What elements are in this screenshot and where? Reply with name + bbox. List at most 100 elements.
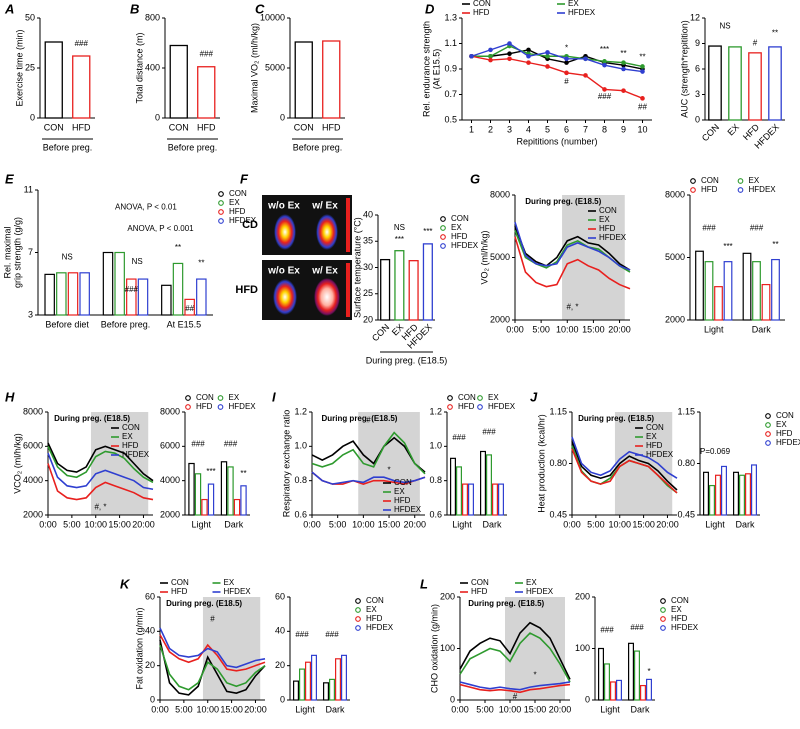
y-tick-label: 4000 bbox=[23, 475, 43, 485]
panel-letter: I bbox=[272, 389, 276, 404]
legend-label: HFD bbox=[394, 496, 411, 505]
y-tick-label: 1.15 bbox=[677, 406, 695, 416]
legend-label: EX bbox=[366, 605, 377, 614]
col-label: w/ Ex bbox=[311, 201, 338, 212]
x-tick-label: 9 bbox=[621, 124, 626, 134]
legend-label: HFD bbox=[473, 8, 490, 17]
annotation: ** bbox=[198, 259, 204, 268]
annotation: *** bbox=[600, 45, 609, 54]
y-axis-label: Rel. maximal bbox=[2, 226, 12, 278]
legend-label: CON bbox=[646, 423, 664, 432]
legend-label: HFDEX bbox=[646, 450, 674, 459]
x-tick-label: 15:00 bbox=[378, 519, 401, 529]
y-tick-label: 20 bbox=[363, 314, 373, 324]
legend-marker bbox=[440, 216, 446, 222]
bar bbox=[627, 642, 634, 701]
annotation: *** bbox=[395, 235, 404, 244]
legend-label: EX bbox=[526, 578, 537, 587]
point bbox=[640, 96, 645, 101]
y-tick-label: 5000 bbox=[490, 252, 510, 262]
legend-label: EX bbox=[122, 432, 133, 441]
y-axis-label: Rel. endurance strength bbox=[421, 21, 431, 117]
x-tick-label: Light bbox=[452, 519, 472, 529]
y-tick-label: 400 bbox=[145, 62, 160, 72]
bar bbox=[480, 450, 487, 516]
y-tick-label: 1.2 bbox=[294, 406, 307, 416]
panel-letter: A bbox=[4, 1, 14, 16]
bar bbox=[771, 258, 780, 321]
x-tick-label: HFD bbox=[322, 122, 341, 132]
legend-marker bbox=[217, 404, 224, 410]
bar bbox=[708, 45, 722, 121]
bar bbox=[732, 471, 739, 516]
bar bbox=[738, 474, 745, 516]
legend-label: HFD bbox=[229, 207, 246, 216]
legend-label: HFDEX bbox=[122, 450, 150, 459]
y-tick-label: 0.45 bbox=[677, 509, 695, 519]
y-tick-label: 40 bbox=[275, 626, 285, 636]
annotation: #, * bbox=[566, 303, 578, 312]
annotation: ### bbox=[598, 92, 612, 101]
y-tick-label: 8000 bbox=[490, 189, 510, 199]
annotation: # bbox=[366, 416, 371, 425]
x-tick-label: CON bbox=[370, 322, 391, 343]
series-line bbox=[47, 445, 154, 484]
legend-label: HFD bbox=[646, 441, 663, 450]
x-tick-label: 5:00 bbox=[587, 519, 605, 529]
legend-label: HFD bbox=[671, 614, 688, 623]
legend-label: EX bbox=[451, 223, 462, 232]
annotation: ### bbox=[191, 440, 205, 449]
series-line bbox=[514, 225, 631, 271]
legend-marker bbox=[765, 413, 771, 419]
x-tick-label: 10 bbox=[637, 124, 647, 134]
y-tick-label: 2000 bbox=[665, 314, 685, 324]
col-label: w/ Ex bbox=[311, 266, 338, 277]
legend-label: HFD bbox=[122, 441, 139, 450]
bar bbox=[704, 261, 714, 321]
x-tick-label: 5:00 bbox=[476, 704, 494, 714]
row-label: HFD bbox=[235, 284, 258, 296]
bar bbox=[394, 250, 405, 321]
y-tick-label: 0 bbox=[280, 112, 285, 122]
thermal-image: CD HFD w/o Ex w/ Ex w/o Ex w/ Ex bbox=[235, 195, 352, 320]
y-axis-label: Maximal VO₂ (ml/h/kg) bbox=[249, 23, 259, 113]
series-line bbox=[571, 448, 678, 494]
legend-label: EX bbox=[488, 393, 499, 402]
y-tick-label: 0.7 bbox=[444, 89, 457, 99]
x-tick-label: 10:00 bbox=[84, 519, 107, 529]
x-tick-label: Before preg. bbox=[101, 319, 151, 329]
y-tick-label: 1.3 bbox=[444, 12, 457, 22]
legend-marker bbox=[218, 218, 224, 224]
annotation: ### bbox=[482, 428, 496, 437]
legend-label: CON bbox=[458, 393, 476, 402]
panel-letter: C bbox=[255, 1, 265, 16]
y-tick-label: 1.15 bbox=[549, 406, 567, 416]
dark-period bbox=[358, 412, 420, 515]
y-axis-label: Exercise time (min) bbox=[14, 29, 24, 106]
bar bbox=[603, 663, 610, 701]
y-tick-label: 20 bbox=[275, 660, 285, 670]
series-line bbox=[471, 49, 643, 70]
legend-marker bbox=[185, 395, 191, 401]
y-tick-label: 0 bbox=[30, 112, 35, 122]
y-axis-label: CHO oxidation (g/min) bbox=[429, 604, 439, 693]
bar bbox=[492, 483, 499, 516]
point bbox=[526, 47, 531, 53]
annotation: ** bbox=[772, 28, 778, 37]
legend-label: EX bbox=[646, 432, 657, 441]
y-axis-label: Total distance (m) bbox=[134, 32, 144, 103]
point bbox=[507, 41, 512, 46]
y-tick-label: 8000 bbox=[160, 406, 180, 416]
legend-label: CON bbox=[473, 0, 491, 8]
x-tick-label: Dark bbox=[482, 519, 502, 529]
legend-marker bbox=[737, 178, 744, 184]
series-line bbox=[159, 644, 266, 691]
y-tick-label: 5000 bbox=[665, 252, 685, 262]
bar bbox=[645, 678, 652, 701]
x-tick-label: 5:00 bbox=[532, 324, 550, 334]
y-tick-label: 0 bbox=[585, 694, 590, 704]
x-tick-label: 1 bbox=[469, 124, 474, 134]
legend-label: HFDEX bbox=[229, 216, 257, 225]
y-tick-label: 6000 bbox=[160, 441, 180, 451]
